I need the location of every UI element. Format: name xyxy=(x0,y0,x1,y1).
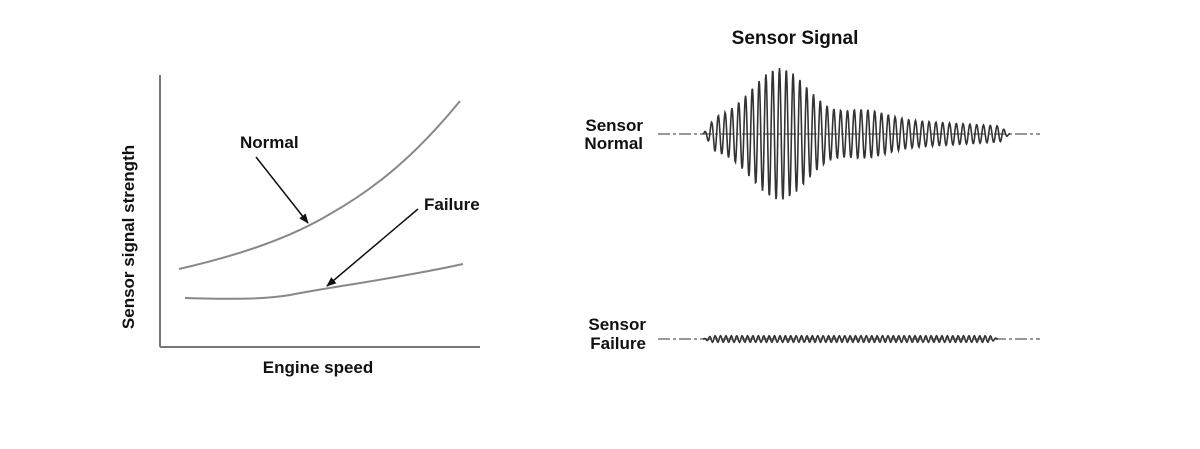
failure-curve xyxy=(184,263,464,300)
sensor-normal-label-line2: Normal xyxy=(584,134,643,153)
sensor-failure-label-line1: Sensor xyxy=(588,315,646,334)
sensor-normal-label-line1: Sensor xyxy=(585,116,643,135)
x-axis-label: Engine speed xyxy=(263,358,374,377)
normal-label: Normal xyxy=(240,133,299,152)
normal-curve xyxy=(178,100,461,270)
failure-waveform xyxy=(702,334,998,344)
signal-strength-graph: Normal Failure Engine speed Sensor signa… xyxy=(119,75,480,377)
normal-arrow xyxy=(255,156,309,224)
sensor-signal-waveforms: Sensor Signal Sensor Normal Sensor Failu… xyxy=(584,28,1040,353)
sensor-failure-label-line2: Failure xyxy=(590,334,646,353)
failure-label: Failure xyxy=(424,195,480,214)
normal-waveform xyxy=(702,67,1011,200)
waveform-title: Sensor Signal xyxy=(732,28,859,49)
failure-arrow xyxy=(326,208,419,287)
y-axis-label: Sensor signal strength xyxy=(119,145,138,329)
